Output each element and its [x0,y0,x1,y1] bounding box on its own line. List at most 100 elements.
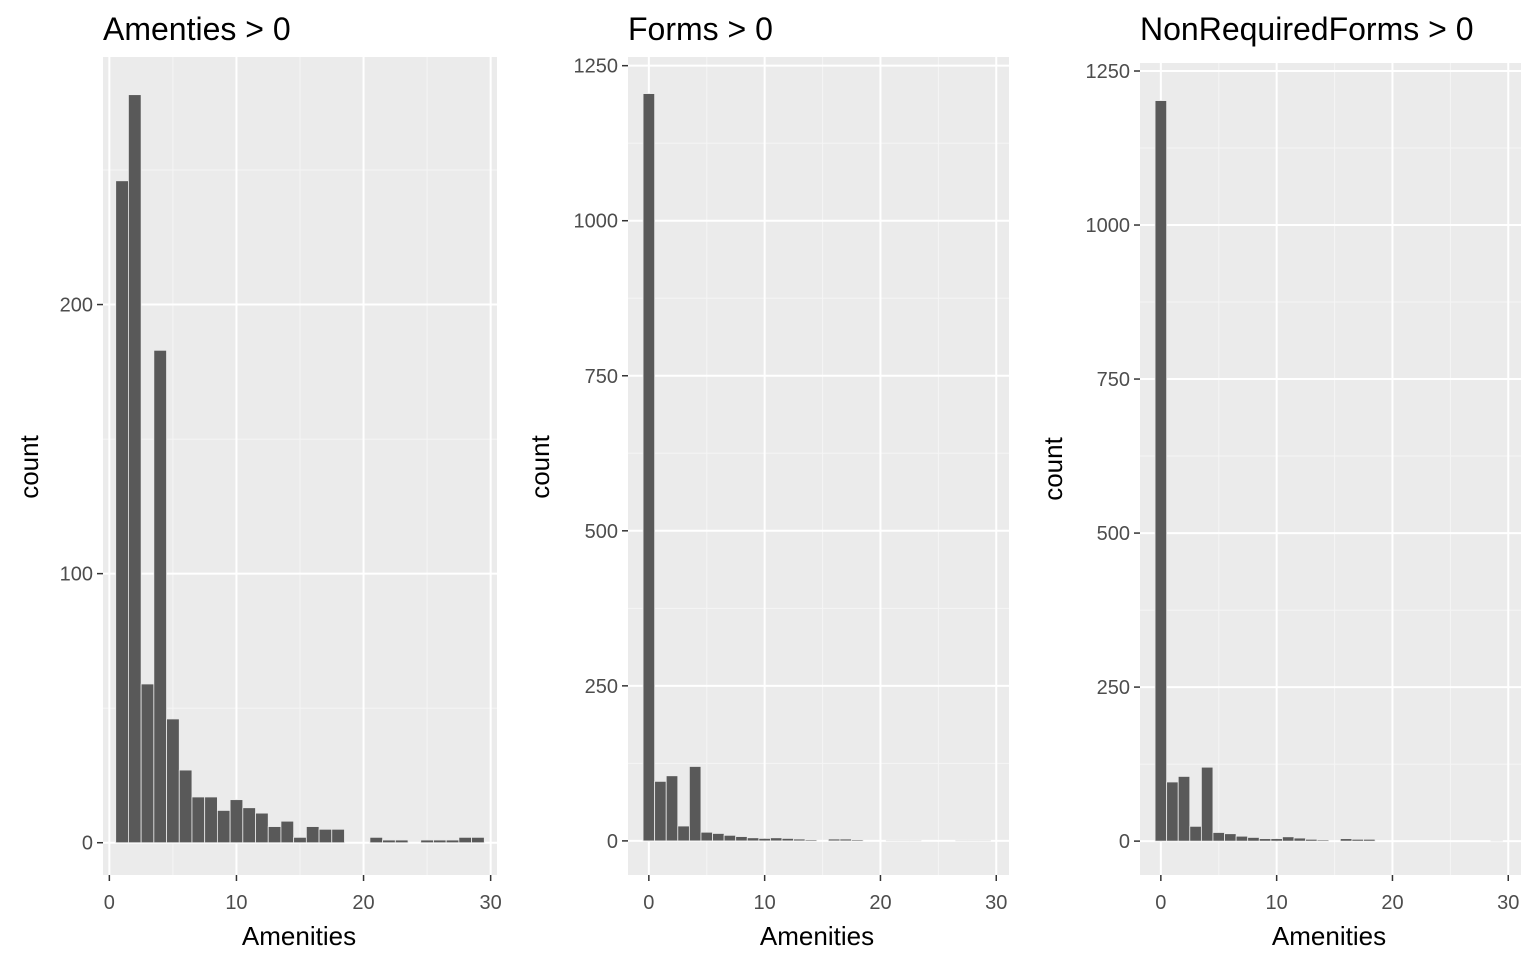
histogram-bar [229,799,244,844]
histogram-bar [839,838,852,842]
histogram-bar [1200,766,1214,842]
x-tick-label: 20 [1381,892,1403,914]
panel-title: Forms > 0 [628,11,773,47]
y-tick-label: 750 [1097,369,1130,391]
histogram-bar [433,839,447,844]
y-tick-label: 1250 [1086,61,1131,83]
histogram-bar [909,839,922,842]
histogram-bar [1247,837,1260,842]
y-tick-label: 100 [60,564,93,586]
histogram-bar [445,839,460,844]
histogram-bar [471,836,485,844]
y-tick-label: 200 [60,295,93,317]
histogram-bar [255,812,269,844]
histogram-bar [688,766,702,842]
histogram-bar [280,820,295,844]
histogram-bar [654,780,667,842]
y-tick-label: 1250 [574,56,619,78]
x-tick-label: 0 [1155,892,1166,914]
histogram-bar [140,683,155,844]
histogram-bar [331,828,345,844]
x-axis-title: Amenities [760,921,874,951]
histogram-bar [665,775,679,842]
x-axis-title: Amenities [242,921,356,951]
histogram-bar [153,349,167,844]
histogram-bar [1282,836,1295,842]
histogram-bar [1177,776,1191,842]
axes: 0 10 20 30 0 100 200 [60,295,502,914]
histogram-bar [305,826,320,844]
histogram-bar [216,810,231,844]
panel-title: Amenties > 0 [103,11,291,47]
histogram-bar [851,839,864,842]
histogram-bar [1490,840,1503,842]
plot-area [1140,63,1521,875]
panel-amenities: Amenties > 0 0 10 20 30 0 100 200 Amenities co… [14,11,502,951]
y-tick-label: 750 [585,366,618,388]
histogram-bar [458,836,472,844]
panel-background [1140,63,1521,875]
histogram-bar [804,839,818,842]
histogram-bar [885,839,899,842]
y-tick-label: 1000 [1086,215,1131,237]
x-tick-label: 20 [869,892,891,914]
histogram-bar [1224,833,1237,842]
histogram-bar [955,839,968,842]
histogram-bar [735,836,748,842]
histogram-bar [1270,838,1283,842]
histogram-bar [420,839,434,844]
histogram-bar [382,839,396,844]
histogram-bar [204,796,218,844]
histogram-bar [1212,832,1225,842]
histogram-bar [723,834,737,842]
y-tick-label: 500 [1097,523,1130,545]
histogram-bar [781,838,795,842]
histogram-bar [1293,837,1307,842]
histogram-bar [827,838,841,842]
x-tick-label: 10 [1266,892,1288,914]
histogram-bar [897,839,910,842]
histogram-bar [1258,838,1272,842]
histogram-bar [242,807,256,844]
x-tick-label: 10 [754,892,776,914]
y-axis-title: count [525,434,555,498]
x-tick-label: 30 [985,892,1007,914]
histogram-bar [770,837,783,842]
bar-group [115,94,485,844]
histogram-bar [293,836,307,844]
histogram-bar [178,769,193,844]
y-tick-label: 1000 [574,211,619,233]
axes: 0 10 20 30 0 250 500 750 1000 1250 [1086,61,1520,914]
histogram-bar [166,718,180,844]
histogram-bar [128,94,142,844]
y-tick-label: 0 [82,833,93,855]
histogram-bar [1363,838,1376,842]
histogram-bar [966,839,980,842]
bar-group [642,93,991,842]
histogram-bar [1351,838,1364,842]
x-tick-label: 30 [1497,892,1519,914]
plot-area [628,57,1009,875]
panel-background [628,57,1009,875]
x-tick-label: 10 [225,892,247,914]
histogram-bar [115,180,129,844]
histogram-bar [1339,838,1353,842]
histogram-bar [1305,838,1318,842]
x-tick-label: 20 [352,892,374,914]
histogram-bar [267,826,282,844]
y-tick-label: 0 [1119,831,1130,853]
histogram-bar [793,838,806,842]
panel-title: NonRequiredForms > 0 [1140,11,1473,47]
x-tick-label: 0 [104,892,115,914]
histogram-bar [712,833,725,842]
x-axis-title: Amenities [1272,921,1386,951]
y-tick-label: 500 [585,521,618,543]
histogram-bar [642,93,656,842]
histogram-bar [1235,835,1249,842]
histogram-bar [1189,825,1202,842]
histogram-bar [369,836,384,844]
y-tick-label: 250 [1097,677,1130,699]
histogram-bar [978,839,991,842]
histogram-bar [318,828,333,844]
